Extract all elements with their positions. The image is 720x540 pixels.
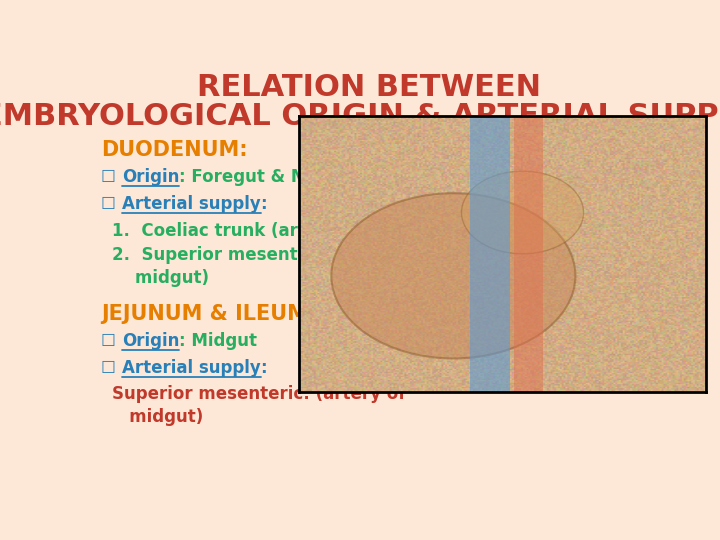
Text: DUODENUM:: DUODENUM:: [101, 140, 248, 160]
Text: ☐: ☐: [101, 195, 122, 213]
Circle shape: [462, 171, 584, 254]
Text: Origin: Origin: [122, 168, 179, 186]
Text: midgut): midgut): [112, 408, 204, 426]
Text: :: :: [261, 359, 267, 377]
Text: ☐: ☐: [101, 332, 122, 350]
Text: Origin: Origin: [122, 332, 179, 350]
Text: Superior mesenteric: (artery of: Superior mesenteric: (artery of: [112, 385, 406, 403]
Text: JEJUNUM & ILEUM:: JEJUNUM & ILEUM:: [101, 304, 316, 325]
Text: Arterial supply: Arterial supply: [122, 359, 261, 377]
Text: 1.  Coeliac trunk (artery of foregut): 1. Coeliac trunk (artery of foregut): [112, 222, 444, 240]
Text: 2.  Superior mesenteric: (artery of: 2. Superior mesenteric: (artery of: [112, 246, 436, 264]
Circle shape: [331, 193, 575, 359]
Text: : Midgut: : Midgut: [179, 332, 257, 350]
Bar: [469, 116, 510, 392]
Text: : Foregut & Midgut: : Foregut & Midgut: [179, 168, 356, 186]
Text: EMBRYOLOGICAL ORIGIN & ARTERIAL SUPPLY: EMBRYOLOGICAL ORIGIN & ARTERIAL SUPPLY: [0, 102, 720, 131]
Bar: [514, 116, 543, 392]
Text: ☐: ☐: [101, 359, 122, 377]
Text: Arterial supply: Arterial supply: [122, 195, 261, 213]
Text: RELATION BETWEEN: RELATION BETWEEN: [197, 73, 541, 102]
Text: midgut): midgut): [112, 269, 210, 287]
Text: :: :: [261, 195, 267, 213]
Text: ☐: ☐: [101, 168, 122, 186]
